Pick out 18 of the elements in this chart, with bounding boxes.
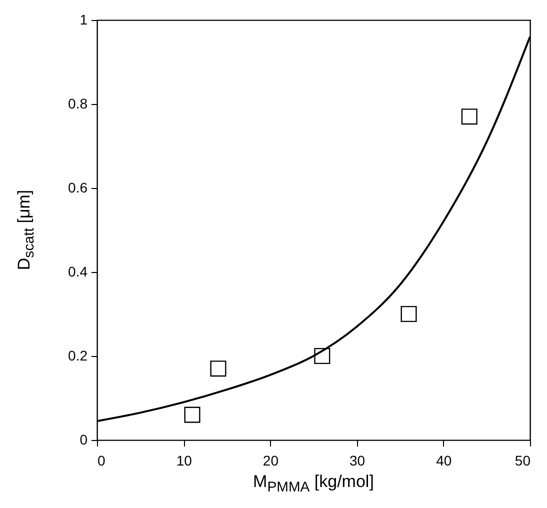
y-tick-label: 1 [80, 12, 88, 28]
y-tick-label: 0.2 [68, 348, 88, 364]
point [400, 306, 417, 322]
x-tick-label: 40 [436, 452, 452, 468]
x-tick-label: 50 [514, 452, 531, 468]
point [210, 360, 226, 377]
y-tick-label: 0.4 [68, 264, 88, 280]
x-axis-title: M$_{PMMA}$ [kg/mol] [252, 472, 375, 496]
y-tick-label: 0 [80, 432, 88, 448]
x-tick-label: 30 [350, 452, 366, 468]
y-tick-label: 0.8 [68, 96, 88, 112]
x-tick-label: 0 [98, 452, 106, 468]
x-tick-label: 10 [176, 452, 192, 468]
x-tick-label: 20 [262, 452, 279, 468]
y-tick-label: 0.6 [68, 180, 88, 196]
point [314, 348, 330, 364]
point [184, 406, 200, 423]
point [461, 108, 478, 125]
